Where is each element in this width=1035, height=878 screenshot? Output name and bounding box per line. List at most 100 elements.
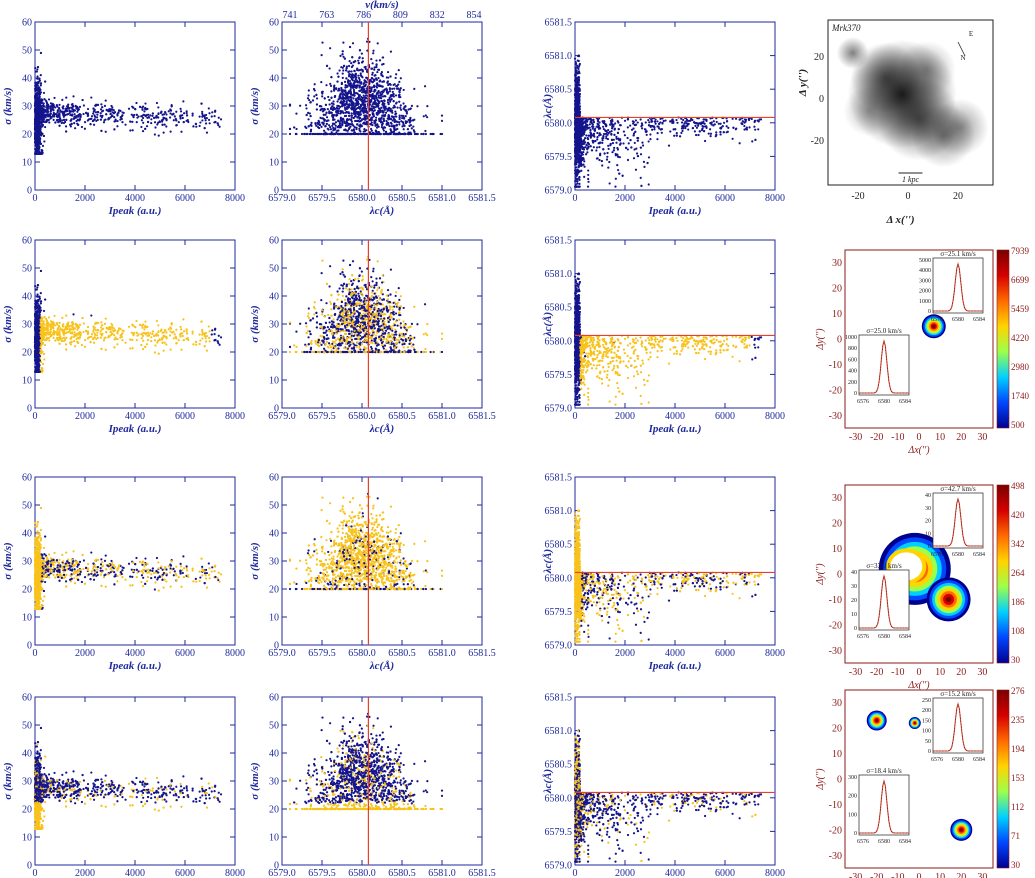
data-point <box>95 111 97 113</box>
data-point <box>36 92 38 94</box>
data-point <box>211 115 213 117</box>
data-point <box>74 113 76 115</box>
data-point <box>158 135 160 137</box>
data-point <box>36 138 38 140</box>
x-tick-label: 4000 <box>125 193 145 204</box>
data-point <box>413 88 415 90</box>
data-point <box>95 120 97 122</box>
data-point <box>139 106 141 108</box>
data-point <box>120 116 122 118</box>
data-point <box>402 102 404 104</box>
data-point <box>381 71 383 73</box>
data-point <box>65 125 67 127</box>
data-point <box>37 66 39 68</box>
data-point <box>38 144 40 146</box>
data-point <box>58 114 60 116</box>
data-point <box>79 106 81 108</box>
data-point <box>142 122 144 124</box>
data-point <box>34 127 36 129</box>
data-point <box>182 117 184 119</box>
data-point <box>50 116 52 118</box>
data-point <box>40 82 42 84</box>
data-point <box>43 92 45 94</box>
data-point <box>40 52 42 54</box>
data-point <box>48 119 50 121</box>
x-axis-label: λc(Å) <box>369 205 394 217</box>
data-point <box>91 115 93 117</box>
x-tick-label: 6580.5 <box>388 193 416 204</box>
data-point <box>92 112 94 114</box>
data-point <box>35 70 37 72</box>
y-axis-label: σ (km/s) <box>2 87 14 124</box>
data-point <box>37 133 39 135</box>
data-point <box>376 86 378 88</box>
data-point <box>35 134 37 136</box>
data-point <box>314 83 316 85</box>
data-point <box>68 107 70 109</box>
data-point <box>376 79 378 81</box>
y-tick-label: 10 <box>22 158 32 169</box>
x-tick-label: 0 <box>33 193 38 204</box>
data-point <box>36 75 38 77</box>
data-point <box>43 140 45 142</box>
data-point <box>323 130 325 132</box>
data-point <box>128 108 130 110</box>
data-point <box>76 111 78 113</box>
data-point <box>61 99 63 101</box>
data-point <box>394 110 396 112</box>
data-point <box>132 129 134 131</box>
data-point <box>140 126 142 128</box>
data-point <box>170 131 172 133</box>
data-point <box>152 112 154 114</box>
data-point <box>79 118 81 120</box>
data-point <box>392 91 394 93</box>
data-point <box>132 115 134 117</box>
data-point <box>403 89 405 91</box>
data-point <box>35 86 37 88</box>
data-point <box>93 114 95 116</box>
data-point <box>175 119 177 121</box>
data-point <box>176 124 178 126</box>
data-point <box>161 124 163 126</box>
data-point <box>117 120 119 122</box>
data-point <box>104 118 106 120</box>
data-point <box>155 115 157 117</box>
data-point <box>97 104 99 106</box>
data-point <box>171 105 173 107</box>
x-tick-label: 6580.0 <box>348 193 376 204</box>
data-point <box>37 153 39 155</box>
data-point <box>307 94 309 96</box>
data-point <box>41 149 43 151</box>
data-point <box>206 132 208 134</box>
data-point <box>100 108 102 110</box>
data-point <box>52 109 54 111</box>
data-point <box>66 110 68 112</box>
data-point <box>375 59 377 61</box>
data-point <box>387 99 389 101</box>
data-point <box>169 109 171 111</box>
data-point <box>41 120 43 122</box>
data-point <box>39 88 41 90</box>
data-point <box>77 119 79 121</box>
data-point <box>44 121 46 123</box>
data-point <box>192 125 194 127</box>
data-point <box>34 138 36 140</box>
data-point <box>154 121 156 123</box>
y-tick-label: 20 <box>22 130 32 141</box>
data-point <box>36 142 38 144</box>
data-point <box>105 99 107 101</box>
data-point <box>36 148 38 150</box>
data-point <box>199 121 201 123</box>
data-point <box>78 114 80 116</box>
data-point <box>159 121 161 123</box>
data-point <box>342 72 344 74</box>
data-point <box>205 119 207 121</box>
data-point <box>321 41 323 43</box>
data-point <box>87 108 89 110</box>
data-point <box>37 135 39 137</box>
y-tick-label: 60 <box>22 18 32 29</box>
data-point <box>157 106 159 108</box>
y-tick-label: 30 <box>22 102 32 113</box>
data-point <box>161 120 163 122</box>
data-point <box>174 115 176 117</box>
